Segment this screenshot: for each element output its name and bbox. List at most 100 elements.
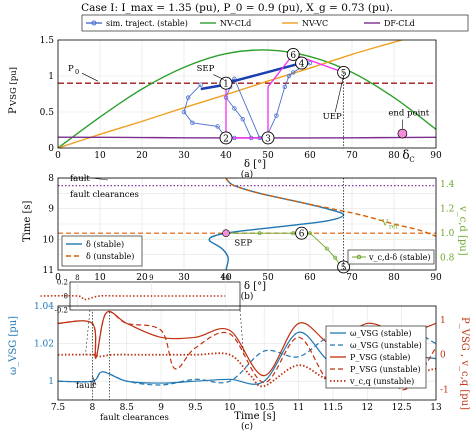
legend-entry: sim. traject. (stable)	[106, 19, 188, 28]
subplot-c: 7.5 8 8.5 9 9.5 10 10.5 11 11.5 12 12.5 1311.021.04…	[8, 274, 470, 432]
series-sim-trajectory	[183, 62, 311, 139]
legend-c: ω_VSG (stable) ω_VSG (unstable) P_VSG (sta…	[325, 325, 427, 389]
legend-entry: NV-VC	[302, 19, 328, 28]
sim-trajectory-marker	[307, 60, 313, 66]
sim-trajectory-marker	[274, 113, 279, 118]
sep-marker-b	[222, 229, 230, 237]
y-tick-label: 1	[48, 377, 54, 387]
y-axis-label-a: P	[8, 107, 19, 114]
y-axis-label-a-rest: VSG [pu]	[9, 67, 19, 107]
x-axis-label-a: δ [°]	[244, 159, 266, 170]
trajectory-segment-1-4	[225, 61, 302, 85]
series-vcd-delta	[226, 232, 344, 270]
x-tick-label: 10	[94, 151, 106, 161]
y-right-tick-label: 1.0	[440, 229, 455, 239]
legend-frame-b	[61, 235, 143, 267]
fault-label-b: fault	[70, 174, 90, 184]
legend-entry: P_VSG (stable)	[350, 353, 410, 362]
y-right-tick-label: 1.4	[440, 180, 455, 190]
x-tick-label: 40	[220, 151, 232, 161]
fault-label-c: fault	[76, 381, 96, 391]
x-tick-label: 40	[220, 273, 232, 283]
y-axis-label-b: Time [s]	[22, 201, 33, 242]
x-tick-label: 7.5	[51, 403, 66, 413]
vref-label: V	[381, 219, 389, 229]
legend-entry: NV-CLd	[220, 19, 251, 28]
y-right-tick-label: 0.8	[440, 254, 455, 264]
legend-frame-b-right	[347, 249, 435, 265]
sim-trajectory-marker	[181, 109, 187, 115]
x-tick-label: 80	[388, 151, 400, 161]
y-tick-label: 8	[48, 174, 54, 184]
x-tick-label: 11.5	[323, 403, 343, 413]
p0-label: P	[68, 64, 74, 74]
y-tick-label: 1.04	[34, 302, 54, 312]
inset-connector	[239, 309, 244, 355]
fault-pointer-c	[92, 375, 97, 386]
x-tick-label: 12.5	[392, 403, 412, 413]
y-tick-label: 0	[48, 144, 54, 154]
series-v-c-q-unstable-	[58, 346, 436, 388]
y-tick-label: 1.02	[34, 340, 54, 350]
y-tick-label: 11	[43, 266, 54, 276]
fault-clearances-label-b: fault clearances	[70, 190, 139, 200]
end-point-marker	[397, 128, 408, 139]
axes-frame-b	[57, 177, 437, 271]
delta-c-label: δ	[402, 148, 409, 162]
y-tick-label: 1.5	[40, 36, 55, 46]
y-right-axis-label-c: P_VSG , v_c,q [pu]	[459, 317, 470, 410]
series-delta	[225, 178, 436, 237]
vcd-marker	[324, 246, 329, 251]
vref-sub: ref	[389, 224, 398, 231]
legend-marker	[91, 20, 97, 26]
caption-c: (c)	[241, 421, 253, 432]
plot-area-b	[58, 178, 436, 270]
y-tick-label: 0.5	[40, 108, 55, 118]
x-tick-label: 0	[55, 273, 61, 283]
x-tick-label: 90	[430, 151, 442, 161]
point-1-label: 1	[223, 80, 229, 90]
uep-pointer	[334, 75, 344, 113]
sim-trajectory-marker	[232, 106, 237, 111]
legend-entry: ω_VSG (unstable)	[350, 341, 422, 350]
inset-y-tick: -0.2	[55, 307, 69, 315]
x-tick-label: 12	[362, 403, 373, 413]
y-right-tick-label: -1	[440, 386, 449, 396]
x-tick-label: 10	[224, 403, 236, 413]
y-tick-label: 10	[43, 235, 55, 245]
sim-trajectory-marker	[215, 124, 220, 129]
point-1-circle	[219, 76, 233, 90]
legend-entry: δ (unstable)	[86, 252, 134, 261]
sim-trajectory-marker	[282, 84, 287, 89]
inset-c: 8 9 10 -0.2 00.2	[40, 274, 241, 315]
point-6-circle-b	[295, 226, 309, 240]
x-tick-label: 0	[55, 151, 61, 161]
point-2-circle	[219, 131, 233, 145]
legend-marker	[356, 254, 362, 260]
legend-entry: v_c,d-δ (stable)	[368, 253, 430, 262]
x-tick-label: 30	[178, 151, 190, 161]
series-p-vsg-unstable-	[58, 311, 436, 391]
end-point-label: end point	[388, 109, 429, 119]
x-tick-label: 20	[136, 151, 148, 161]
x-tick-label: 13	[430, 403, 442, 413]
sim-trajectory-marker	[185, 95, 191, 100]
subplot-b: 0 10 20 30 40 50 60 70 80 908910110.81.01.21.465S…	[22, 174, 468, 302]
y-right-axis-label-b: v_c,d [pu]	[457, 205, 468, 256]
x-axis-label-b: δ [°]	[244, 281, 266, 292]
sim-trajectory-marker	[240, 116, 245, 122]
legend-entry: v_c,q (unstable)	[349, 377, 414, 386]
x-tick-label: 50	[262, 273, 274, 283]
sim-trajectory-marker	[286, 73, 292, 79]
p0-label-sub: 0	[75, 68, 79, 76]
inset-x-tick: 8	[75, 274, 79, 282]
legend-b: δ (stable) δ (unstable)	[61, 235, 143, 267]
point-6-circle	[286, 47, 300, 61]
x-tick-label: 30	[178, 273, 190, 283]
uep-label: UEP	[323, 112, 342, 122]
point-4-label: 4	[299, 60, 305, 70]
legend-frame-a	[81, 14, 469, 32]
x-tick-label: 10	[94, 273, 106, 283]
